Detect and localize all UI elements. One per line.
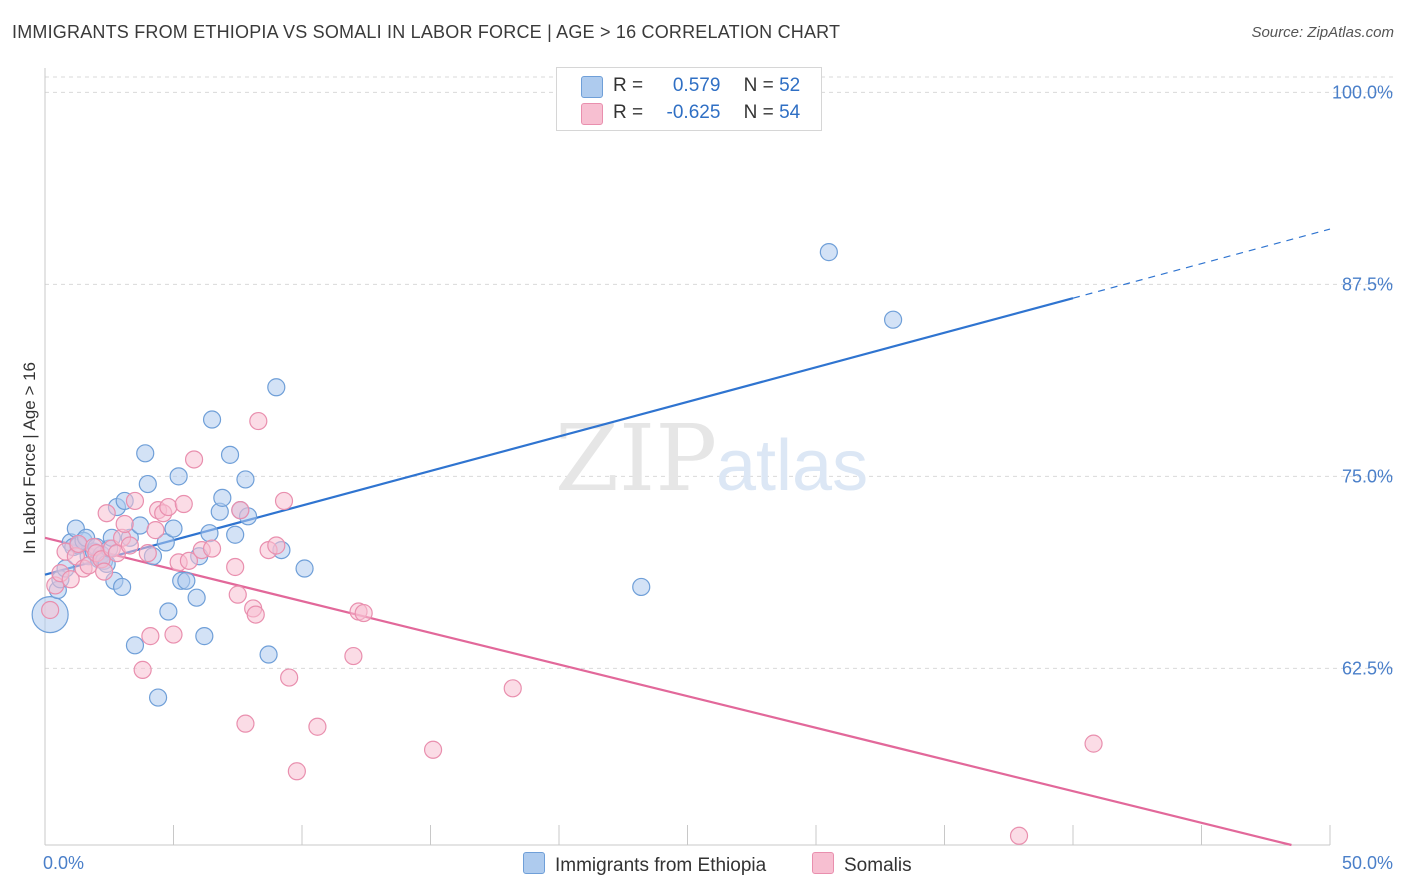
somalis-point	[344, 646, 363, 666]
somalis-point	[280, 668, 299, 687]
somalis-point	[503, 679, 522, 698]
somalis-point	[246, 605, 265, 624]
somalis-point	[231, 501, 250, 520]
bottom-legend-label: Immigrants from Ethiopia	[555, 855, 767, 876]
ethiopia-point	[883, 310, 903, 329]
somalis-point	[423, 740, 443, 759]
axes	[44, 68, 1331, 846]
y-tick-label: 87.5%	[1342, 274, 1393, 294]
somalis-point	[267, 536, 286, 555]
somalis-point	[95, 562, 114, 581]
ethiopia-point	[187, 588, 206, 607]
watermark-zip: ZIP	[555, 405, 717, 512]
ethiopia-point	[200, 524, 219, 543]
somalis-point	[146, 521, 165, 540]
ethiopia-point	[130, 516, 150, 535]
somalis-point	[1009, 826, 1029, 845]
ethiopia-point	[259, 645, 278, 664]
y-tick-label: 75.0%	[1342, 466, 1393, 486]
somalis-point	[226, 557, 245, 577]
ethiopia-point	[819, 243, 838, 262]
watermark-atlas: atlas	[716, 426, 868, 506]
legend-swatch-pink	[581, 103, 603, 125]
somalis-point	[308, 717, 327, 736]
ethiopia-point	[202, 410, 222, 429]
somalis-point	[184, 450, 204, 469]
somalis-point	[274, 491, 294, 511]
bottom-legend-somalis: Somalis	[812, 852, 912, 877]
legend-n-value: 54	[779, 102, 801, 123]
somalis-point	[164, 625, 183, 644]
ethiopia-point	[177, 571, 196, 590]
somalis-point	[174, 494, 193, 514]
somalis-point	[287, 762, 306, 781]
ethiopia-point	[236, 470, 255, 489]
somalis-point	[354, 603, 373, 623]
ethiopia-point	[632, 577, 651, 597]
somalis-point	[97, 504, 116, 523]
ethiopia-point	[295, 559, 314, 578]
ethiopia-point	[195, 627, 214, 646]
somalis-point	[228, 585, 247, 604]
somalis-trendline	[44, 536, 1292, 847]
ethiopia-point	[125, 636, 145, 655]
somalis-point	[69, 534, 88, 554]
somalis-point	[125, 491, 145, 511]
somalis-point	[133, 660, 152, 679]
somalis-point	[202, 539, 222, 558]
ethiopia-point	[169, 467, 188, 486]
somalis-point	[115, 514, 134, 534]
somalis-point	[236, 714, 255, 733]
somalis-point	[120, 536, 139, 555]
ethiopia-point	[148, 688, 168, 707]
legend-box: R = 0.579 N = 52 R = -0.625 N = 54	[556, 67, 822, 131]
y-tick-label: 62.5%	[1342, 658, 1393, 678]
somalis-point	[61, 570, 80, 589]
source-label: Source: ZipAtlas.com	[1251, 24, 1394, 41]
somalis-point	[159, 497, 178, 517]
ethiopia-point	[138, 474, 157, 494]
ethiopia-point	[159, 602, 178, 621]
somalis-point	[179, 551, 199, 570]
legend-n-value: 52	[779, 75, 801, 96]
ethiopia-point	[226, 525, 245, 544]
somalis-point	[1084, 734, 1103, 753]
somalis-point	[249, 411, 268, 431]
tick-labels: 100.0% 87.5% 75.0% 62.5% 0.0% 50.0%	[43, 82, 1393, 873]
gridlines	[45, 76, 1393, 669]
ethiopia-point	[267, 378, 286, 397]
bottom-legend-label: Somalis	[844, 855, 912, 876]
legend-swatch-blue	[581, 76, 603, 98]
x-tick-label: 0.0%	[43, 853, 84, 873]
ethiopia-trendline	[44, 297, 1074, 576]
chart-title: IMMIGRANTS FROM ETHIOPIA VS SOMALI IN LA…	[12, 22, 841, 42]
legend-r-value: -0.625	[666, 102, 721, 123]
somalis-point	[138, 544, 157, 563]
ethiopia-point	[156, 533, 175, 552]
legend-r-label: R =	[613, 102, 644, 123]
data-points	[31, 243, 1103, 845]
legend-n-label: N =	[743, 102, 774, 123]
legend-r-label: R =	[613, 75, 644, 96]
legend-r-value: 0.579	[672, 75, 721, 96]
bottom-legend-swatch-pink	[812, 852, 834, 874]
legend-n-label: N =	[743, 75, 774, 96]
ethiopia-point	[164, 519, 183, 538]
somalis-point	[41, 600, 60, 620]
bottom-legend-ethiopia: Immigrants from Ethiopia	[523, 852, 766, 877]
somalis-point	[141, 627, 160, 646]
ethiopia-trendline-extension	[1072, 228, 1331, 299]
y-tick-label: 100.0%	[1332, 82, 1393, 102]
x-tick-label: 50.0%	[1342, 853, 1393, 873]
ethiopia-point	[213, 488, 232, 507]
ethiopia-point	[112, 577, 132, 597]
bottom-legend-swatch-blue	[523, 852, 545, 874]
ethiopia-point	[220, 445, 240, 464]
ethiopia-point	[136, 444, 155, 463]
